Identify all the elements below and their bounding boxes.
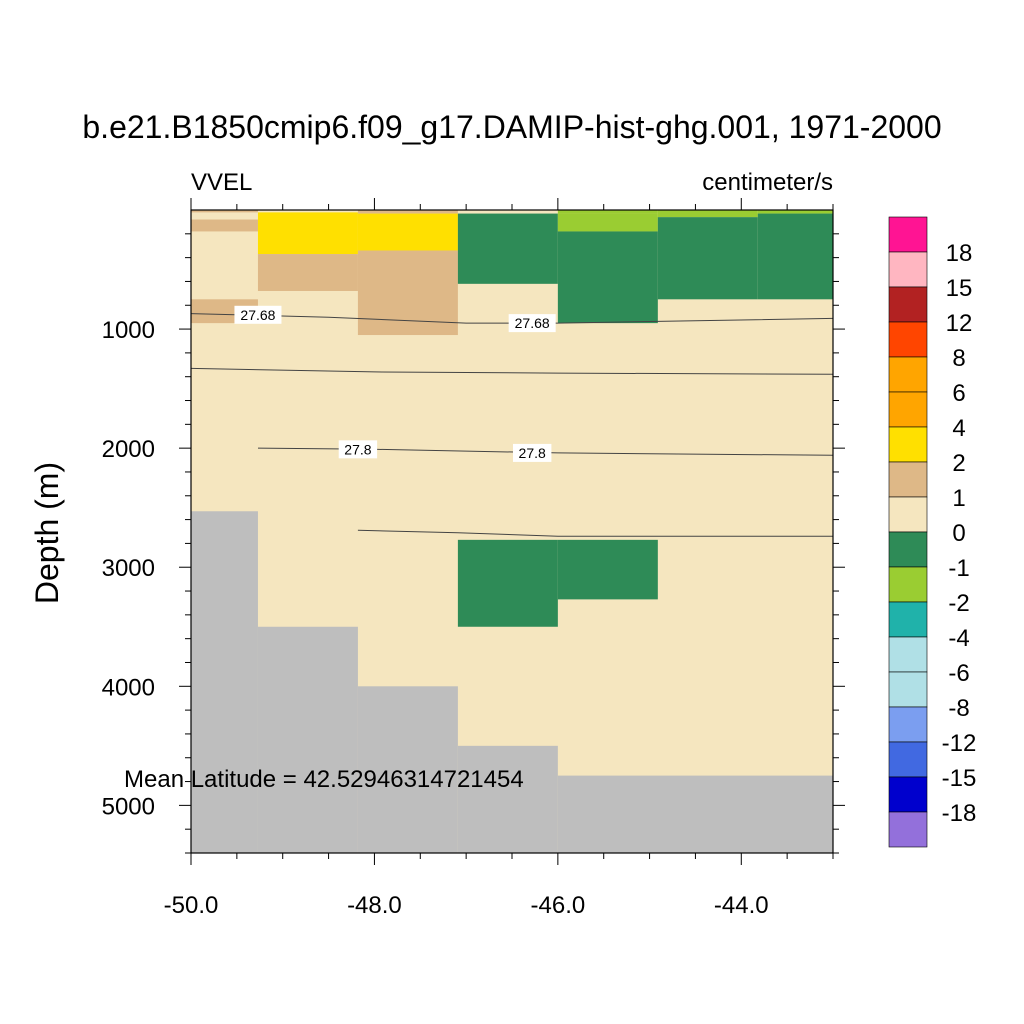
colorbar-swatch	[888, 566, 928, 603]
contour-line	[357, 529, 833, 537]
colorbar-swatch	[888, 461, 928, 498]
contour-line	[190, 367, 834, 375]
colorbar-label: 8	[952, 345, 965, 372]
colorbar-swatch	[888, 531, 928, 568]
colorbar-swatch	[888, 286, 928, 323]
colorbar-label: -12	[942, 730, 977, 757]
colorbar-label: -1	[948, 555, 969, 582]
y-tick-label: 3000	[102, 555, 155, 582]
colorbar: 18 15 12 8 6 4 2 1 0 -1 -2 -4 -6 -8 -12 -15 -18	[888, 216, 977, 848]
land-cell	[191, 511, 258, 853]
contour-label-box	[512, 443, 552, 462]
data-cell	[657, 210, 758, 218]
data-cell	[557, 210, 658, 214]
colorbar-label: 15	[946, 275, 973, 302]
colorbar-swatch	[888, 321, 928, 358]
y-tick-label: 1000	[102, 317, 155, 344]
contour-label-box	[234, 305, 282, 324]
colorbar-label: -6	[948, 660, 969, 687]
colorbar-label: -2	[948, 590, 969, 617]
colorbar-label: -18	[942, 800, 977, 827]
colorbar-swatch	[888, 426, 928, 463]
x-tick-label: -48.0	[347, 892, 402, 919]
colorbar-swatch	[888, 356, 928, 393]
contour-label-box	[508, 314, 556, 333]
colorbar-swatch	[888, 671, 928, 708]
data-cell	[457, 213, 558, 284]
colorbar-label: 4	[952, 415, 965, 442]
land-cell	[257, 626, 358, 853]
colorbar-swatch	[888, 251, 928, 288]
colorbar-swatch	[888, 636, 928, 673]
colorbar-label: 1	[952, 485, 965, 512]
data-cell	[657, 217, 758, 300]
mean-latitude-annotation: Mean Latitude = 42.52946314721454	[124, 766, 524, 793]
y-tick-label: 2000	[102, 436, 155, 463]
colorbar-swatch	[888, 706, 928, 743]
data-cell	[457, 539, 558, 627]
colorbar-label: 2	[952, 450, 965, 477]
chart-title: b.e21.B1850cmip6.f09_g17.DAMIP-hist-ghg.…	[82, 109, 941, 145]
colorbar-label: -8	[948, 695, 969, 722]
data-cell	[757, 210, 833, 214]
plot-area: 27.68 27.68 27.8 27.8	[190, 210, 834, 853]
colorbar-swatch	[888, 601, 928, 638]
x-tick-label: -46.0	[531, 892, 586, 919]
land-cell	[457, 745, 558, 853]
data-cell	[357, 213, 458, 251]
data-cell	[257, 212, 358, 255]
land-cell	[557, 775, 833, 853]
units-label: centimeter/s	[702, 169, 833, 196]
contour-label: 27.68	[240, 307, 275, 323]
contour-label: 27.68	[515, 315, 550, 331]
data-cell	[191, 219, 258, 232]
variable-label: VVEL	[191, 169, 252, 196]
land-cell	[357, 686, 458, 853]
x-tick-label: -44.0	[714, 892, 769, 919]
colorbar-label: 18	[946, 240, 973, 267]
colorbar-swatch	[888, 776, 928, 813]
colorbar-swatch	[888, 216, 928, 253]
contour-label: 27.8	[344, 441, 371, 457]
data-cell	[257, 254, 358, 291]
y-tick-label: 5000	[102, 793, 155, 820]
colorbar-swatch	[888, 496, 928, 533]
contour-label: 27.8	[519, 445, 546, 461]
contour-line	[257, 447, 834, 456]
data-cell	[557, 539, 658, 600]
x-tick-label: -50.0	[164, 892, 219, 919]
data-cell	[757, 213, 833, 300]
axes: -50.0 -48.0 -46.0 -44.0 1000 2000 3000 4000 5000	[102, 198, 845, 919]
y-tick-label: 4000	[102, 674, 155, 701]
colorbar-label: -15	[942, 765, 977, 792]
colorbar-label: -4	[948, 625, 969, 652]
data-cell	[557, 231, 658, 324]
data-cell	[557, 213, 658, 232]
colorbar-swatch	[888, 741, 928, 778]
colorbar-swatch	[888, 391, 928, 428]
data-cell	[191, 210, 258, 213]
data-cell	[357, 210, 458, 214]
y-axis-label: Depth (m)	[29, 462, 65, 604]
colorbar-swatch	[888, 811, 928, 848]
colorbar-label: 6	[952, 380, 965, 407]
colorbar-label: 12	[946, 310, 973, 337]
colorbar-label: 0	[952, 520, 965, 547]
contour-label-box	[338, 440, 378, 459]
